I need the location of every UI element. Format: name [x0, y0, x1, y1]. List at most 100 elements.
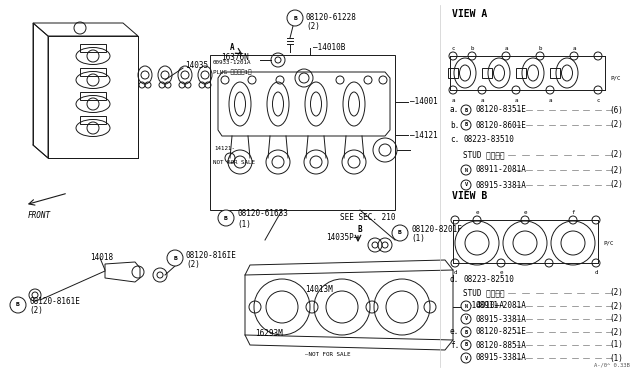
- Circle shape: [461, 120, 471, 130]
- Text: (2): (2): [609, 327, 623, 337]
- Text: —14010B: —14010B: [313, 44, 346, 52]
- Text: 08120-8351E: 08120-8351E: [476, 106, 527, 115]
- Text: 08120-8601E: 08120-8601E: [476, 121, 527, 129]
- Text: e: e: [499, 270, 503, 276]
- Text: d.: d.: [450, 276, 460, 285]
- Text: A-/0^ 0.33B: A-/0^ 0.33B: [595, 362, 630, 368]
- Bar: [210, 55, 395, 210]
- Circle shape: [392, 225, 408, 241]
- Text: B: B: [173, 256, 177, 260]
- Text: PLUG プラグ（1）: PLUG プラグ（1）: [213, 69, 252, 75]
- Text: 08915-3381A: 08915-3381A: [476, 353, 527, 362]
- Text: 08120-61633: 08120-61633: [237, 209, 288, 218]
- Text: 14018: 14018: [90, 253, 113, 263]
- Text: —NOT FOR SALE: —NOT FOR SALE: [305, 353, 351, 357]
- Text: FRONT: FRONT: [28, 211, 51, 219]
- Text: 08911-2081A: 08911-2081A: [476, 301, 527, 311]
- Text: (6): (6): [609, 106, 623, 115]
- Circle shape: [218, 210, 234, 226]
- Text: (2): (2): [609, 151, 623, 160]
- Text: (2): (2): [609, 121, 623, 129]
- Text: f.: f.: [450, 340, 460, 350]
- Text: (1): (1): [609, 340, 623, 350]
- Text: 14013M: 14013M: [305, 285, 333, 295]
- Text: (2): (2): [609, 180, 623, 189]
- Text: 16376N: 16376N: [221, 52, 249, 61]
- Text: B: B: [465, 343, 468, 347]
- Bar: [550, 68, 560, 78]
- Circle shape: [10, 297, 26, 313]
- Text: 08120-61228: 08120-61228: [306, 13, 357, 22]
- Circle shape: [461, 327, 471, 337]
- Circle shape: [461, 165, 471, 175]
- Text: (1): (1): [411, 234, 425, 244]
- Text: a.: a.: [450, 106, 460, 115]
- Circle shape: [461, 180, 471, 190]
- Text: c: c: [451, 45, 455, 51]
- Text: 08120-8201F: 08120-8201F: [411, 225, 462, 234]
- Text: a: a: [451, 97, 455, 103]
- Circle shape: [461, 353, 471, 363]
- Circle shape: [461, 340, 471, 350]
- Text: B: B: [16, 302, 20, 308]
- Text: (2): (2): [306, 22, 320, 32]
- Text: V: V: [465, 317, 468, 321]
- Text: 00933-1201A: 00933-1201A: [213, 61, 252, 65]
- Text: e: e: [476, 209, 479, 215]
- Text: 08911-2081A: 08911-2081A: [476, 166, 527, 174]
- Text: VIEW A: VIEW A: [452, 9, 487, 19]
- Text: 16293M: 16293M: [255, 328, 283, 337]
- Text: STUD スタッド: STUD スタッド: [463, 151, 504, 160]
- Text: —14010+A: —14010+A: [467, 301, 504, 310]
- Text: a: a: [572, 45, 576, 51]
- Bar: [448, 68, 458, 78]
- Text: 14035P—: 14035P—: [326, 234, 358, 243]
- Text: c: c: [596, 97, 600, 103]
- Text: B: B: [293, 16, 297, 20]
- Text: c.: c.: [450, 135, 460, 144]
- Text: B: B: [465, 330, 468, 334]
- Text: 08915-3381A: 08915-3381A: [476, 314, 527, 324]
- Text: N: N: [465, 167, 468, 173]
- Text: b.: b.: [450, 121, 460, 129]
- Text: A: A: [230, 44, 235, 52]
- Text: (1): (1): [237, 219, 251, 228]
- Text: 08120-8851A: 08120-8851A: [476, 340, 527, 350]
- Text: 08120-8161E: 08120-8161E: [29, 298, 80, 307]
- Bar: [80, 92, 106, 100]
- Text: f: f: [572, 209, 575, 215]
- Text: —14001: —14001: [410, 97, 438, 106]
- Circle shape: [287, 10, 303, 26]
- Text: (2): (2): [609, 289, 623, 298]
- Circle shape: [461, 301, 471, 311]
- Text: (2): (2): [29, 307, 43, 315]
- Text: (2): (2): [609, 314, 623, 324]
- Text: N: N: [465, 304, 468, 308]
- Circle shape: [461, 314, 471, 324]
- Bar: [516, 68, 526, 78]
- Bar: [482, 68, 492, 78]
- Text: —14121: —14121: [410, 131, 438, 140]
- Circle shape: [461, 105, 471, 115]
- Text: e.: e.: [450, 327, 460, 337]
- Text: b: b: [470, 45, 474, 51]
- Text: 08223-83510: 08223-83510: [463, 135, 514, 144]
- Text: B: B: [465, 122, 468, 128]
- Text: B: B: [465, 108, 468, 112]
- Text: a: a: [515, 97, 518, 103]
- Text: a: a: [548, 97, 552, 103]
- Text: a: a: [480, 97, 484, 103]
- Text: P/C: P/C: [603, 241, 614, 246]
- Text: a: a: [504, 45, 508, 51]
- Text: 14035: 14035: [185, 61, 208, 70]
- Circle shape: [167, 250, 183, 266]
- Text: (2): (2): [609, 166, 623, 174]
- Text: P/C: P/C: [610, 76, 621, 80]
- Text: V: V: [465, 356, 468, 360]
- Text: B: B: [358, 225, 363, 234]
- Text: 08915-3381A: 08915-3381A: [476, 180, 527, 189]
- Text: SEE SEC. 210: SEE SEC. 210: [340, 214, 396, 222]
- Bar: [80, 68, 106, 76]
- Text: STUD スタッド: STUD スタッド: [463, 289, 504, 298]
- Bar: [80, 116, 106, 124]
